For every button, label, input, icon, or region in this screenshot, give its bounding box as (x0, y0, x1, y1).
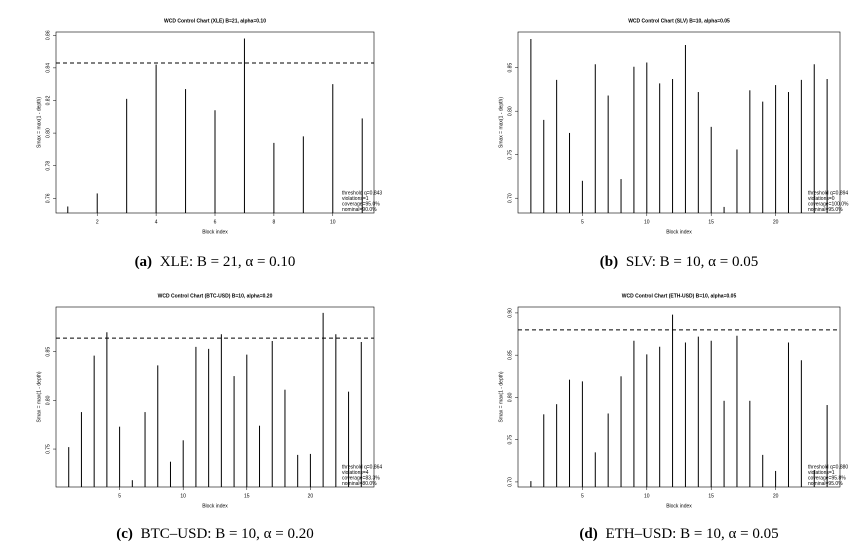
x-tick-label: 5 (581, 493, 584, 499)
y-tick-label: 0.90 (507, 308, 513, 318)
caption-label: (b) (600, 254, 618, 270)
y-axis-label: Smax = max(1 - depth) (36, 371, 42, 422)
caption-label: (a) (135, 254, 153, 270)
y-tick-label: 0.80 (45, 395, 51, 405)
y-tick-label: 0.84 (45, 63, 51, 73)
y-tick-label: 0.80 (507, 106, 513, 116)
annotation: coverage=83.3% (342, 475, 380, 481)
x-tick-label: 4 (155, 219, 158, 225)
annotation: nominal=95.0% (808, 481, 843, 487)
plot-frame (517, 31, 841, 214)
chart-title: WCD Control Chart (ETH-USD) B=10, alpha=… (622, 293, 737, 299)
x-axis-label: Block index (666, 503, 692, 509)
x-tick-label: 15 (708, 493, 714, 499)
annotation: nominal=90.0% (342, 207, 377, 213)
caption-text: XLE: B = 21, α = 0.10 (160, 254, 296, 270)
x-tick-label: 8 (272, 219, 275, 225)
chart-title: WCD Control Chart (BTC-USD) B=10, alpha=… (158, 293, 273, 299)
chart-title: WCD Control Chart (XLE) B=21, alpha=0.10 (164, 18, 266, 24)
x-tick-label: 10 (644, 219, 650, 225)
caption-text: SLV: B = 10, α = 0.05 (626, 254, 758, 270)
x-tick-label: 20 (773, 219, 779, 225)
caption: (c) BTC–USD: B = 10, α = 0.20 (116, 526, 314, 542)
caption-label: (c) (116, 526, 133, 542)
x-tick-label: 2 (96, 219, 99, 225)
caption-text: ETH–USD: B = 10, α = 0.05 (605, 526, 778, 542)
panel: WCD Control Chart (XLE) B=21, alpha=0.10… (36, 18, 382, 270)
annotation: violations=1 (342, 196, 369, 202)
plot-frame (55, 306, 375, 488)
panel: WCD Control Chart (BTC-USD) B=10, alpha=… (36, 293, 382, 542)
chart-title: WCD Control Chart (SLV) B=10, alpha=0.05 (628, 18, 730, 24)
annotation: violations=0 (808, 196, 835, 202)
y-axis-label: Smax = max(1 - depth) (36, 97, 42, 148)
x-tick-label: 10 (330, 219, 336, 225)
x-axis-label: Block index (202, 229, 228, 235)
y-tick-label: 0.75 (507, 150, 513, 160)
y-tick-label: 0.75 (45, 444, 51, 454)
panel: WCD Control Chart (ETH-USD) B=10, alpha=… (498, 293, 848, 542)
annotation: coverage=95.8% (808, 475, 846, 481)
x-tick-label: 5 (581, 219, 584, 225)
y-tick-label: 0.75 (507, 435, 513, 445)
panel: WCD Control Chart (SLV) B=10, alpha=0.05… (498, 18, 849, 270)
annotation: coverage=95.0% (342, 201, 380, 207)
annotation: threshold q=0.843 (342, 190, 382, 196)
annotation: violations=4 (342, 470, 369, 476)
x-tick-label: 5 (118, 493, 121, 499)
y-tick-label: 0.80 (507, 392, 513, 402)
x-tick-label: 20 (773, 493, 779, 499)
x-tick-label: 15 (244, 493, 250, 499)
annotation: threshold q=0.864 (342, 464, 382, 470)
y-tick-label: 0.85 (507, 63, 513, 73)
caption: (a) XLE: B = 21, α = 0.10 (135, 254, 296, 270)
x-axis-label: Block index (202, 503, 228, 509)
plot-frame (517, 306, 841, 488)
x-tick-label: 6 (214, 219, 217, 225)
y-axis-label: Smax = max(1 - depth) (498, 371, 504, 422)
y-axis-label: Smax = max(1 - depth) (498, 97, 504, 148)
y-tick-label: 0.85 (507, 350, 513, 360)
caption-text: BTC–USD: B = 10, α = 0.20 (141, 526, 314, 542)
y-tick-label: 0.86 (45, 30, 51, 40)
caption-label: (d) (579, 526, 597, 542)
x-tick-label: 15 (708, 219, 714, 225)
y-tick-label: 0.80 (45, 128, 51, 138)
y-tick-label: 0.78 (45, 161, 51, 171)
x-tick-label: 20 (308, 493, 314, 499)
x-axis-label: Block index (666, 229, 692, 235)
y-tick-label: 0.76 (45, 193, 51, 203)
x-tick-label: 10 (644, 493, 650, 499)
annotation: threshold q=0.880 (808, 464, 848, 470)
annotation: coverage=100.0% (808, 201, 849, 207)
y-tick-label: 0.70 (507, 193, 513, 203)
y-tick-label: 0.85 (45, 347, 51, 357)
caption: (d) ETH–USD: B = 10, α = 0.05 (579, 526, 778, 542)
y-tick-label: 0.82 (45, 95, 51, 105)
y-tick-label: 0.70 (507, 477, 513, 487)
annotation: violations=1 (808, 470, 835, 476)
annotation: nominal=80.0% (342, 481, 377, 487)
x-tick-label: 10 (180, 493, 186, 499)
annotation: threshold q=0.894 (808, 190, 848, 196)
caption: (b) SLV: B = 10, α = 0.05 (600, 254, 758, 270)
annotation: nominal=95.0% (808, 207, 843, 213)
